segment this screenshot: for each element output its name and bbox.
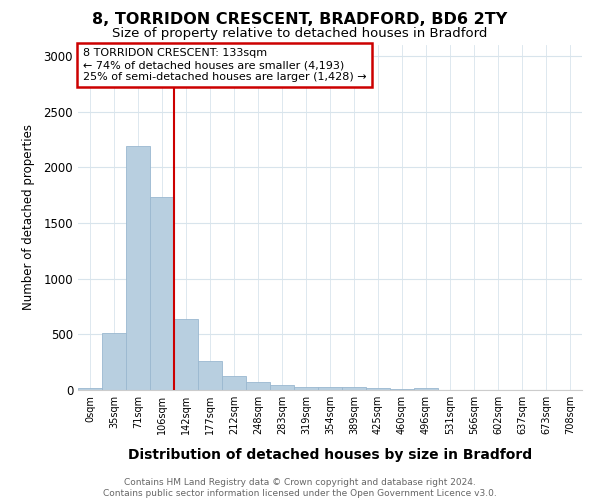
Y-axis label: Number of detached properties: Number of detached properties [22, 124, 35, 310]
Bar [318, 387, 342, 390]
Bar [126, 146, 150, 390]
Text: 8 TORRIDON CRESCENT: 133sqm
← 74% of detached houses are smaller (4,193)
25% of : 8 TORRIDON CRESCENT: 133sqm ← 74% of det… [83, 48, 367, 82]
X-axis label: Distribution of detached houses by size in Bradford: Distribution of detached houses by size … [128, 448, 532, 462]
Bar [174, 319, 198, 390]
Bar [78, 388, 102, 390]
Bar [246, 382, 270, 390]
Text: 8, TORRIDON CRESCENT, BRADFORD, BD6 2TY: 8, TORRIDON CRESCENT, BRADFORD, BD6 2TY [92, 12, 508, 28]
Bar [342, 387, 366, 390]
Bar [198, 360, 222, 390]
Bar [270, 385, 294, 390]
Bar [414, 388, 438, 390]
Bar [150, 198, 174, 390]
Bar [102, 333, 126, 390]
Bar [366, 388, 390, 390]
Bar [222, 376, 246, 390]
Text: Size of property relative to detached houses in Bradford: Size of property relative to detached ho… [112, 28, 488, 40]
Text: Contains HM Land Registry data © Crown copyright and database right 2024.
Contai: Contains HM Land Registry data © Crown c… [103, 478, 497, 498]
Bar [294, 386, 318, 390]
